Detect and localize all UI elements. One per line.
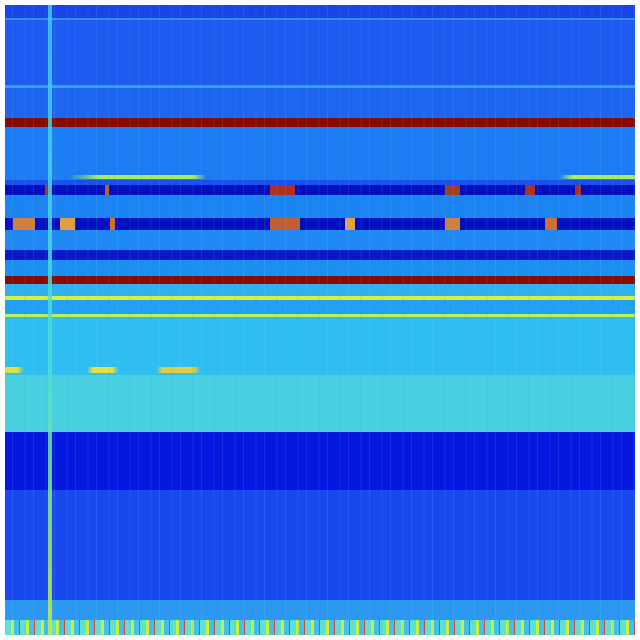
heatmap-band (5, 600, 635, 620)
heatmap-band (5, 175, 635, 179)
heatmap-band-high (5, 276, 635, 284)
heatmap-band (5, 5, 635, 18)
heatmap-band-low (5, 218, 635, 230)
heatmap-band (5, 620, 635, 635)
heatmap-band (5, 85, 635, 88)
heatmap-band (5, 20, 635, 85)
heatmap-band-low (5, 250, 635, 260)
heatmap-band (5, 375, 635, 432)
heatmap-vertical-line (48, 5, 52, 635)
heatmap-band (5, 230, 635, 250)
heatmap-streaks (5, 5, 635, 635)
heatmap-band (5, 317, 635, 375)
heatmap-band-low (5, 185, 635, 195)
heatmap-band-high (5, 118, 635, 127)
heatmap-band (5, 195, 635, 218)
heatmap-band (5, 88, 635, 118)
heatmap-band (5, 18, 635, 20)
heatmap-image (5, 5, 635, 635)
heatmap-band (5, 300, 635, 314)
heatmap-band (5, 296, 635, 300)
heatmap-band-low (5, 432, 635, 490)
heatmap-band (5, 284, 635, 296)
heatmap-band (5, 490, 635, 600)
heatmap-band (5, 260, 635, 276)
heatmap-band (5, 314, 635, 317)
heatmap-band (5, 367, 635, 373)
heatmap-band (5, 127, 635, 180)
